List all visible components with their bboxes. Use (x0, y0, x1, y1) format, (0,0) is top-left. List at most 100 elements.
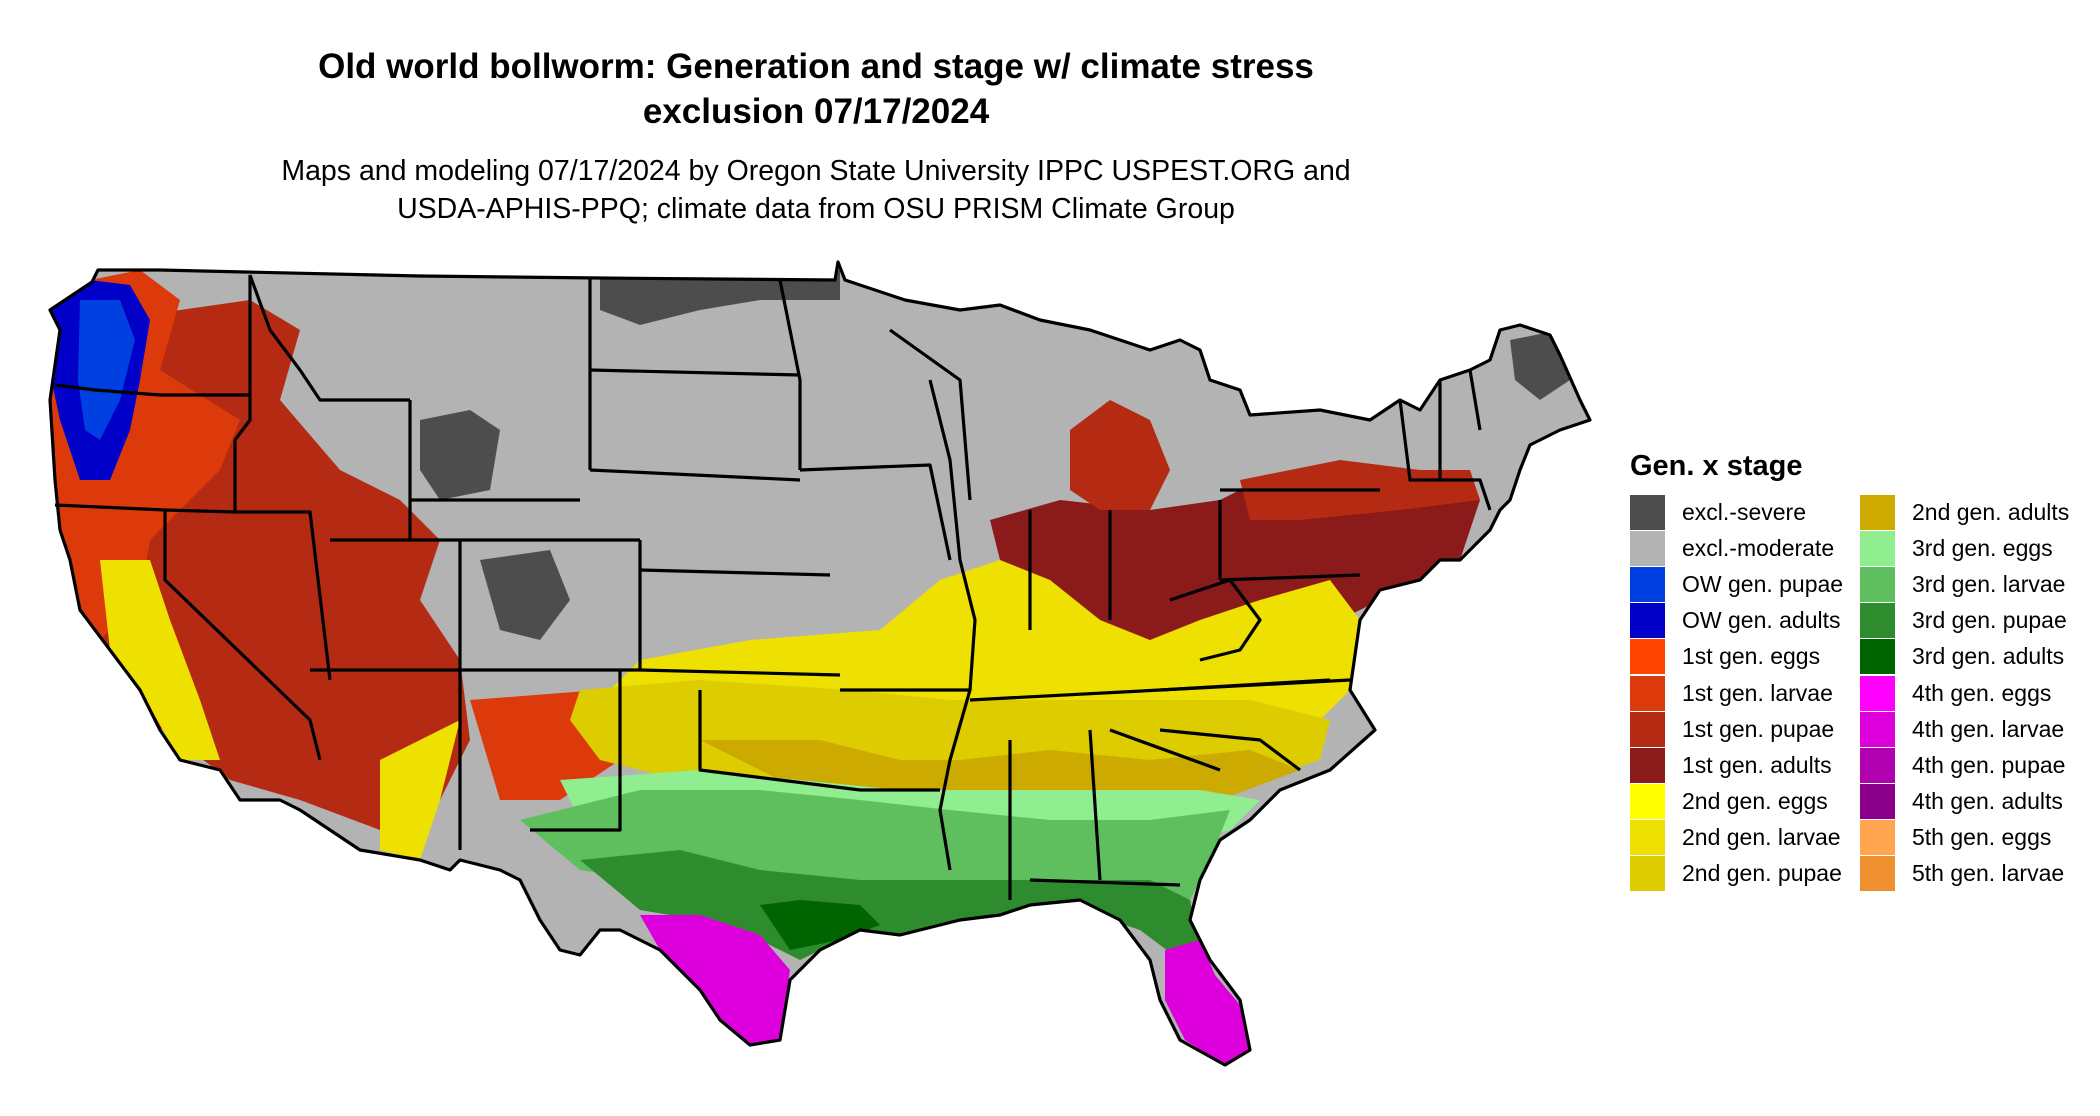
zone-2nd-gen-larvae-southwest (380, 720, 460, 860)
legend-label: excl.-severe (1682, 498, 1806, 525)
zone-excl-severe-colorado (480, 550, 570, 640)
legend-item: 1st gen. larvae (1630, 675, 1843, 711)
legend-item: 4th gen. adults (1860, 784, 2069, 820)
legend-item: excl.-moderate (1630, 530, 1843, 566)
legend-swatch (1860, 530, 1895, 566)
legend-item: excl.-severe (1630, 494, 1843, 530)
zone-3rd-gen-adults (760, 900, 880, 950)
legend-item: 3rd gen. adults (1860, 639, 2069, 675)
legend-swatch (1860, 603, 1895, 639)
legend-title: Gen. x stage (1630, 450, 1803, 482)
legend-label: 3rd gen. adults (1912, 643, 2065, 670)
legend-item: 1st gen. eggs (1630, 639, 1843, 675)
boundary-nd-sd (589, 368, 801, 377)
legend-label: 3rd gen. pupae (1912, 607, 2067, 634)
boundary-al-ga (1088, 729, 1102, 881)
boundary-ok-tx (698, 690, 861, 792)
boundary-ga-sc (1109, 728, 1221, 772)
boundary-mn-west (778, 279, 802, 470)
boundary-wi-mi (889, 328, 972, 501)
legend-column-2: 2nd gen. adults 3rd gen. eggs 3rd gen. lar… (1860, 494, 2069, 892)
legend-swatch (1630, 675, 1665, 711)
legend-swatch (1630, 747, 1665, 783)
legend-label: 5th gen. larvae (1912, 860, 2065, 887)
map-subtitle-line1: Maps and modeling 07/17/2024 by Oregon S… (281, 155, 1351, 187)
legend-label: 4th gen. eggs (1912, 679, 2052, 706)
legend-item: 1st gen. pupae (1630, 711, 1843, 747)
legend-label: 1st gen. adults (1682, 751, 1832, 778)
boundary-ia-mo (799, 463, 952, 561)
legend-swatch (1630, 530, 1665, 566)
legend-swatch (1860, 675, 1895, 711)
map-title-line1: Old world bollworm: Generation and stage… (318, 47, 1314, 86)
legend-label: 3rd gen. eggs (1912, 534, 2053, 561)
legend-label: 4th gen. adults (1912, 788, 2063, 815)
boundary-maine (1468, 369, 1482, 431)
legend-label: 4th gen. pupae (1912, 751, 2066, 778)
boundary-va-nc (1159, 678, 1351, 692)
boundary-nm-tx (530, 670, 622, 832)
legend-label: 1st gen. eggs (1682, 643, 1821, 670)
legend-item: OW gen. pupae (1630, 566, 1843, 602)
legend-item: OW gen. adults (1630, 603, 1843, 639)
zone-1st-gen-pupae-michigan (1070, 400, 1170, 510)
legend-swatch (1630, 784, 1665, 820)
map-title-line2: exclusion 07/17/2024 (642, 92, 990, 131)
boundary-mississippi (928, 379, 977, 871)
state-boundaries (48, 260, 1592, 1067)
legend-swatch (1860, 820, 1895, 856)
legend-label: excl.-moderate (1682, 534, 1835, 561)
legend-swatch (1630, 566, 1665, 602)
legend-label: 1st gen. larvae (1682, 679, 1833, 706)
boundary-ga-fl (1029, 878, 1181, 887)
legend-label: 2nd gen. adults (1912, 498, 2070, 525)
legend-item: 2nd gen. adults (1860, 494, 2069, 530)
legend-swatch (1860, 494, 1895, 530)
zone-3rd-gen-pupae (580, 850, 1200, 960)
legend-swatch (1860, 711, 1895, 747)
boundary-nc-sc (1159, 728, 1301, 772)
legend-label: 5th gen. eggs (1912, 824, 2052, 851)
legend-swatch (1630, 711, 1665, 747)
legend-swatch (1630, 603, 1665, 639)
legend-swatch (1860, 566, 1895, 602)
legend-label: OW gen. adults (1682, 607, 1841, 634)
legend-swatch (1860, 747, 1895, 783)
legend-label: 2nd gen. pupae (1682, 860, 1842, 887)
legend-swatch (1630, 494, 1665, 530)
legend-item: 5th gen. larvae (1860, 856, 2069, 892)
legend-label: 2nd gen. eggs (1682, 788, 1828, 815)
legend-label: OW gen. pupae (1682, 570, 1844, 597)
map-subtitle: Maps and modeling 07/17/2024 by Oregon S… (0, 152, 1632, 228)
boundary-sd-ne (589, 468, 801, 482)
zone-4th-gen-larvae-florida (1165, 940, 1250, 1065)
legend-swatch (1860, 784, 1895, 820)
legend-item: 4th gen. pupae (1860, 747, 2069, 783)
map-subtitle-line2: USDA-APHIS-PPQ; climate data from OSU PR… (397, 193, 1235, 225)
legend-label: 4th gen. larvae (1912, 715, 2065, 742)
legend-item: 4th gen. larvae (1860, 711, 2069, 747)
legend-item: 4th gen. eggs (1860, 675, 2069, 711)
zone-ow-gen-pupae (78, 300, 135, 440)
boundary-ne-ks (639, 568, 831, 577)
legend-item: 3rd gen. larvae (1860, 566, 2069, 602)
legend-swatch (1630, 856, 1665, 892)
map-title: Old world bollworm: Generation and stage… (0, 44, 1632, 134)
legend-item: 5th gen. eggs (1860, 820, 2069, 856)
us-map (48, 260, 1592, 1067)
legend-item: 2nd gen. eggs (1630, 784, 1843, 820)
boundary-nv-ut (235, 510, 332, 681)
zone-2nd-gen-larvae-west (100, 560, 220, 760)
zone-excl-severe-wyoming (420, 410, 500, 500)
legend-item: 3rd gen. pupae (1860, 603, 2069, 639)
legend-label: 3rd gen. larvae (1912, 570, 2066, 597)
us-outline (48, 260, 1592, 1067)
legend-column-1: excl.-severe excl.-moderate OW gen. pupae O… (1630, 494, 1843, 892)
zone-4th-gen-larvae-texas (640, 915, 790, 1045)
legend-swatch (1860, 639, 1895, 675)
legend-item: 2nd gen. larvae (1630, 820, 1843, 856)
legend-item: 3rd gen. eggs (1860, 530, 2069, 566)
legend-item: 1st gen. adults (1630, 747, 1843, 783)
legend-swatch (1860, 856, 1895, 892)
boundary-pa-md (1219, 573, 1361, 582)
